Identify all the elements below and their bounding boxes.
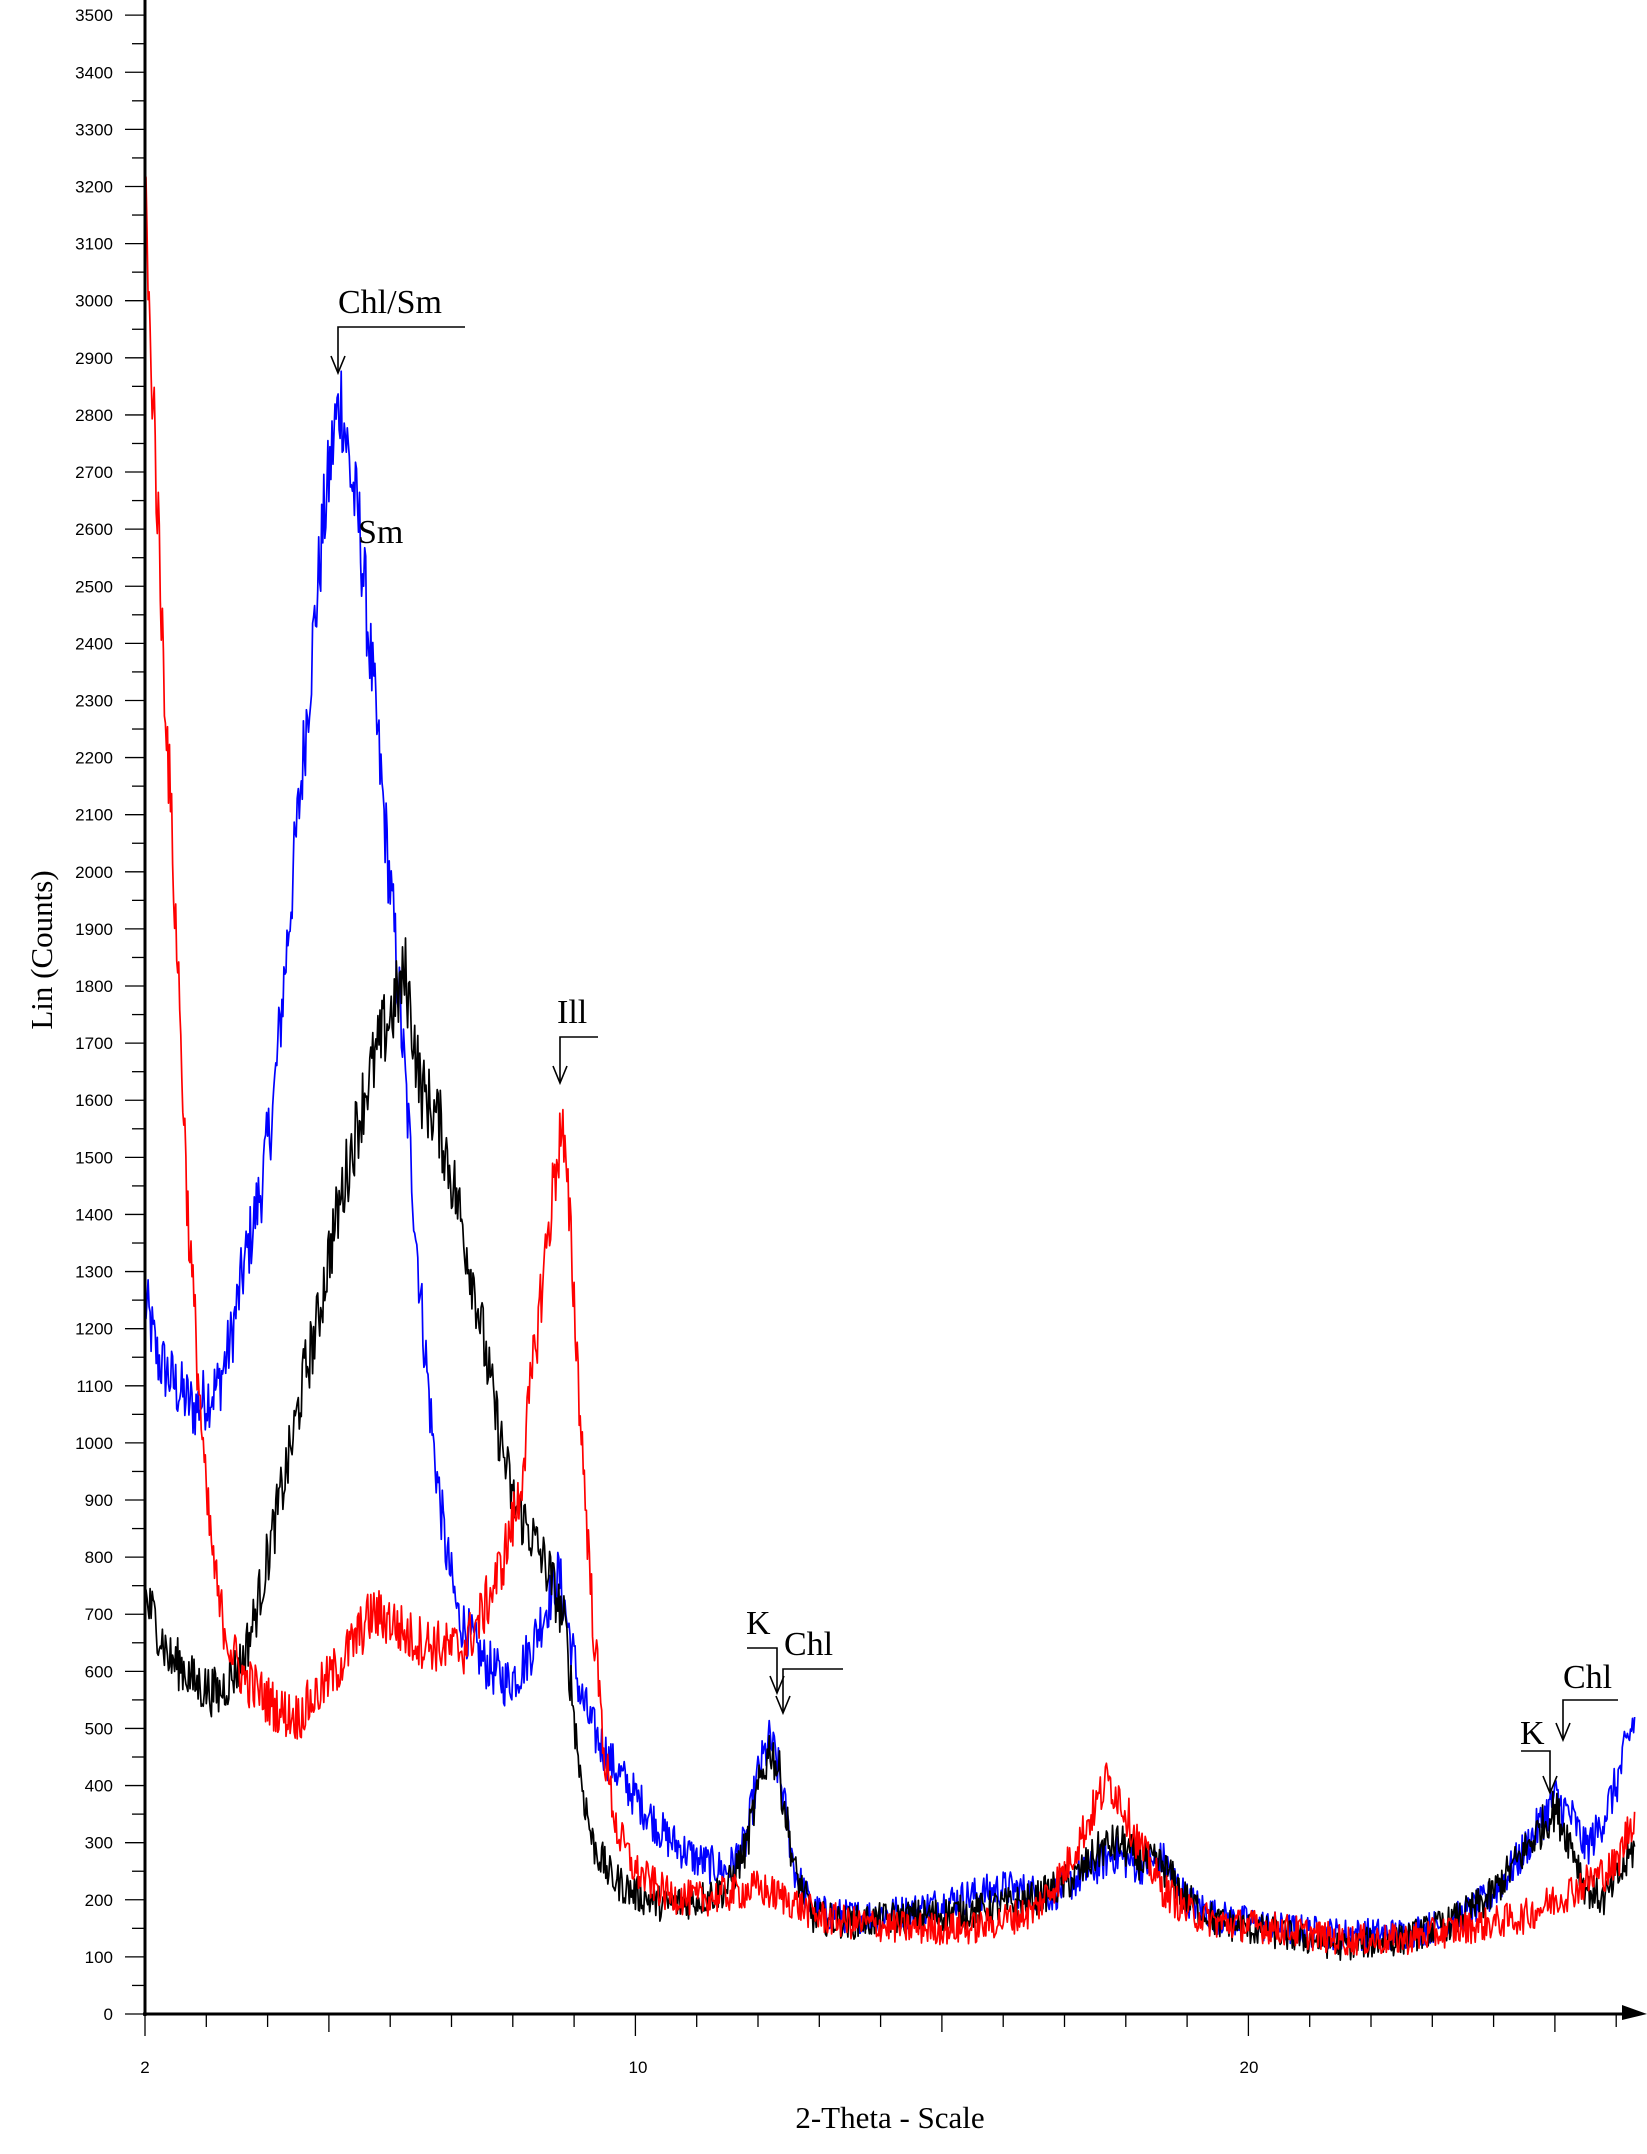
svg-text:2900: 2900 <box>75 349 113 368</box>
svg-text:1500: 1500 <box>75 1148 113 1167</box>
annotation-chl-2: Chl <box>1555 1659 1618 1743</box>
series-black <box>144 937 1636 1961</box>
series-layer <box>144 173 1636 1961</box>
svg-text:1000: 1000 <box>75 1434 113 1453</box>
y-axis-title: Lin (Counts) <box>24 870 59 1029</box>
arrow-down-icon <box>775 1695 791 1716</box>
svg-text:3200: 3200 <box>75 177 113 196</box>
arrow-down-icon <box>1555 1722 1571 1743</box>
annotation-label: K <box>1520 1715 1545 1752</box>
annotation-chl-1: Chl <box>775 1626 843 1716</box>
x-axis-ticks <box>144 2014 1617 2036</box>
svg-text:600: 600 <box>85 1662 113 1681</box>
svg-text:700: 700 <box>85 1605 113 1624</box>
annotation-label: Chl <box>1563 1659 1612 1696</box>
annotation-ill: Ill <box>552 994 598 1086</box>
annotation-label: Chl/Sm <box>338 284 442 321</box>
x-axis-arrow-icon <box>1622 2005 1647 2020</box>
svg-text:1200: 1200 <box>75 1320 113 1339</box>
svg-text:0: 0 <box>104 2005 113 2024</box>
arrow-down-icon <box>769 1675 785 1696</box>
svg-text:3300: 3300 <box>75 120 113 139</box>
svg-text:800: 800 <box>85 1548 113 1567</box>
svg-text:200: 200 <box>85 1891 113 1910</box>
svg-text:3100: 3100 <box>75 235 113 254</box>
svg-text:2200: 2200 <box>75 749 113 768</box>
annotation-chl-sm: Chl/Sm <box>330 284 465 376</box>
svg-text:3000: 3000 <box>75 292 113 311</box>
series-blue <box>144 370 1636 1952</box>
annotation-sm: Sm <box>358 514 403 551</box>
x-axis-title: 2-Theta - Scale <box>795 2100 984 2135</box>
annotation-k-1: K <box>746 1605 785 1696</box>
svg-text:2600: 2600 <box>75 520 113 539</box>
arrow-down-icon <box>552 1065 568 1086</box>
annotation-label: Chl <box>784 1626 833 1663</box>
svg-text:1300: 1300 <box>75 1263 113 1282</box>
svg-text:1800: 1800 <box>75 977 113 996</box>
x-tick-label-2: 2 <box>140 2058 149 2077</box>
svg-text:3400: 3400 <box>75 63 113 82</box>
arrow-down-icon <box>1542 1775 1558 1796</box>
svg-text:2300: 2300 <box>75 691 113 710</box>
annotation-label: K <box>746 1605 771 1642</box>
svg-text:2000: 2000 <box>75 863 113 882</box>
annotation-k-2: K <box>1520 1715 1558 1796</box>
svg-text:1400: 1400 <box>75 1205 113 1224</box>
svg-text:500: 500 <box>85 1719 113 1738</box>
svg-text:2800: 2800 <box>75 406 113 425</box>
svg-text:1700: 1700 <box>75 1034 113 1053</box>
y-axis-ticks: 0 100 200 300 400 500 600 700 800 900 1000 1100 1200… <box>75 6 145 2024</box>
svg-text:1900: 1900 <box>75 920 113 939</box>
svg-text:2700: 2700 <box>75 463 113 482</box>
svg-text:2500: 2500 <box>75 577 113 596</box>
svg-text:1100: 1100 <box>76 1377 113 1396</box>
svg-text:100: 100 <box>85 1948 113 1967</box>
x-tick-label-20: 20 <box>1240 2058 1259 2077</box>
svg-text:1600: 1600 <box>75 1091 113 1110</box>
svg-text:400: 400 <box>85 1777 113 1796</box>
svg-text:3500: 3500 <box>75 6 113 25</box>
series-red <box>144 173 1636 1956</box>
svg-text:2100: 2100 <box>75 806 113 825</box>
svg-text:2400: 2400 <box>75 634 113 653</box>
annotation-label: Ill <box>557 994 587 1031</box>
svg-text:900: 900 <box>85 1491 113 1510</box>
svg-text:300: 300 <box>85 1834 113 1853</box>
x-tick-label-10: 10 <box>629 2058 648 2077</box>
arrow-down-icon <box>330 355 346 376</box>
